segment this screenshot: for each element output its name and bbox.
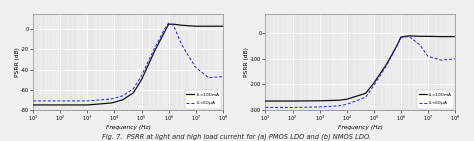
$I_L$=100mA: [363, 92, 368, 94]
$I_L$=100mA: [344, 98, 349, 100]
$I_L$=50μA: [49, 100, 55, 102]
$I_L$<50μA: [452, 58, 458, 60]
$I_L$=50μA: [193, 67, 199, 68]
$I_L$=100mA: [109, 102, 115, 104]
$I_L$=100mA: [317, 100, 322, 102]
$I_L$=50μA: [57, 100, 63, 102]
Line: $I_L$=100mA: $I_L$=100mA: [33, 24, 223, 105]
$I_L$=50μA: [166, 22, 172, 24]
$I_L$=50μA: [98, 99, 103, 101]
Text: Fig. 7.  PSRR at light and high load current for (a) PMOS LDO and (b) NMOS LDO.: Fig. 7. PSRR at light and high load curr…: [102, 134, 372, 140]
$I_L$=100mA: [406, 35, 412, 37]
$I_L$<50μA: [263, 107, 268, 108]
$I_L$<50μA: [344, 103, 349, 105]
$I_L$=100mA: [220, 25, 226, 27]
$I_L$=100mA: [171, 23, 176, 25]
$I_L$=100mA: [152, 51, 157, 52]
Legend: $I_L$=100mA, $I_L$<50μA: $I_L$=100mA, $I_L$<50μA: [418, 90, 454, 109]
$I_L$=100mA: [139, 79, 145, 81]
$I_L$=100mA: [166, 23, 172, 25]
$I_L$<50μA: [336, 105, 341, 107]
$I_L$=50μA: [70, 100, 76, 102]
$I_L$=100mA: [84, 104, 90, 106]
$I_L$<50μA: [384, 64, 390, 66]
$I_L$=100mA: [70, 104, 76, 106]
$I_L$<50μA: [371, 85, 377, 87]
$I_L$=50μA: [84, 100, 90, 102]
$I_L$=50μA: [152, 48, 157, 49]
Legend: $I_L$=100mA, $I_L$=50μA: $I_L$=100mA, $I_L$=50μA: [185, 90, 221, 109]
$I_L$=50μA: [179, 44, 184, 45]
$I_L$=50μA: [30, 100, 36, 102]
$I_L$=100mA: [30, 104, 36, 106]
$I_L$=100mA: [417, 36, 423, 37]
Y-axis label: PSRR (dB): PSRR (dB): [15, 47, 19, 77]
$I_L$=100mA: [130, 92, 136, 94]
$I_L$=100mA: [120, 99, 126, 101]
$I_L$=50μA: [171, 24, 176, 26]
Line: $I_L$=50μA: $I_L$=50μA: [33, 23, 223, 101]
$I_L$=50μA: [220, 76, 226, 78]
$I_L$=100mA: [371, 82, 377, 84]
$I_L$<50μA: [417, 44, 423, 46]
$I_L$<50μA: [290, 107, 295, 108]
$I_L$=50μA: [139, 75, 145, 77]
Y-axis label: PSRR (dB): PSRR (dB): [244, 47, 249, 77]
$I_L$=100mA: [162, 31, 167, 33]
$I_L$<50μA: [398, 37, 404, 39]
$I_L$=50μA: [130, 88, 136, 90]
$I_L$=100mA: [384, 63, 390, 65]
$I_L$<50μA: [363, 96, 368, 98]
$I_L$=50μA: [206, 77, 211, 79]
Line: $I_L$=100mA: $I_L$=100mA: [265, 36, 455, 101]
$I_L$=50μA: [109, 98, 115, 100]
$I_L$=100mA: [98, 103, 103, 105]
$I_L$=100mA: [336, 99, 341, 101]
$I_L$=100mA: [49, 104, 55, 106]
$I_L$=50μA: [162, 28, 167, 30]
$I_L$=100mA: [394, 45, 400, 47]
$I_L$=100mA: [290, 100, 295, 102]
$I_L$<50μA: [406, 36, 412, 37]
$I_L$<50μA: [425, 55, 431, 57]
$I_L$<50μA: [438, 59, 444, 61]
X-axis label: Frequency (Hz): Frequency (Hz): [106, 125, 150, 130]
$I_L$=100mA: [438, 36, 444, 38]
$I_L$<50μA: [394, 46, 400, 47]
$I_L$=50μA: [120, 95, 126, 97]
$I_L$=100mA: [263, 100, 268, 102]
$I_L$=100mA: [193, 25, 199, 27]
$I_L$=100mA: [452, 36, 458, 38]
$I_L$=100mA: [179, 24, 184, 26]
$I_L$=100mA: [425, 36, 431, 37]
Line: $I_L$<50μA: $I_L$<50μA: [265, 36, 455, 107]
X-axis label: Frequency (Hz): Frequency (Hz): [338, 125, 383, 130]
$I_L$<50μA: [317, 106, 322, 108]
$I_L$=100mA: [398, 36, 404, 38]
$I_L$=100mA: [57, 104, 63, 106]
